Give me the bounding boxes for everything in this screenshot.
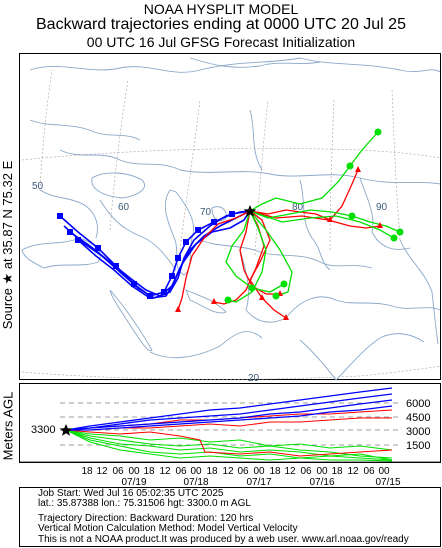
- lat-label: 20: [248, 373, 260, 384]
- border-5: [285, 296, 441, 319]
- svg-text:18: 18: [331, 466, 343, 477]
- lon-label: 50: [32, 181, 44, 192]
- svg-text:07/18: 07/18: [183, 477, 208, 488]
- source-star: [243, 205, 257, 217]
- hour-tick-labels: 18 12 06 00 18 12 06 00 18 12 06 00 18 1…: [81, 466, 390, 477]
- caspian-sea: [164, 189, 194, 276]
- svg-text:07/15: 07/15: [375, 477, 400, 488]
- persian-gulf: [185, 289, 227, 314]
- footer-direction: Trajectory Direction: Backward Duration:…: [38, 513, 254, 524]
- svg-text:12: 12: [159, 466, 171, 477]
- svg-text:12: 12: [222, 466, 234, 477]
- border-11: [249, 109, 263, 171]
- svg-text:06: 06: [175, 466, 187, 477]
- svg-text:06: 06: [300, 466, 312, 477]
- svg-text:1500: 1500: [406, 440, 430, 452]
- svg-text:06: 06: [112, 466, 124, 477]
- svg-text:12: 12: [284, 466, 296, 477]
- date-tick-labels: 07/19 07/18 07/17 07/16 07/15: [121, 477, 400, 488]
- trajectories-red: [177, 169, 381, 319]
- svg-text:18: 18: [143, 466, 155, 477]
- red-sea: [109, 289, 153, 352]
- lon-label: 80: [292, 202, 304, 213]
- svg-text:00: 00: [190, 466, 202, 477]
- border-6: [99, 199, 177, 271]
- svg-text:00: 00: [253, 466, 265, 477]
- lon-label: 70: [200, 207, 212, 218]
- footer-disclaimer: This is not a NOAA product.It was produc…: [38, 534, 409, 545]
- border-4: [239, 249, 287, 323]
- border-8: [299, 179, 331, 271]
- india-coast: [299, 333, 425, 381]
- vertical-profile-blue: [65, 387, 393, 431]
- black-sea: [91, 172, 145, 199]
- trajectory-title: Backward trajectories ending at 0000 UTC…: [36, 16, 406, 33]
- svg-text:07/16: 07/16: [309, 477, 334, 488]
- footer-frame: [19, 487, 441, 547]
- height-tick-labels: 6000 4500 3000 1500 3300: [31, 398, 430, 452]
- border-2: [179, 169, 441, 185]
- svg-text:4500: 4500: [406, 412, 430, 424]
- svg-text:18: 18: [206, 466, 218, 477]
- svg-text:06: 06: [237, 466, 249, 477]
- trajectory-markers: [57, 128, 404, 320]
- svg-text:00: 00: [128, 466, 140, 477]
- svg-text:12: 12: [96, 466, 108, 477]
- map-graticule: [21, 69, 441, 380]
- svg-text:18: 18: [269, 466, 281, 477]
- trajectories-blue: [59, 210, 251, 299]
- mediterranean: [21, 237, 101, 269]
- svg-text:6000: 6000: [406, 398, 430, 410]
- svg-text:06: 06: [363, 466, 375, 477]
- forecast-subtitle: 00 UTC 16 Jul GFSG Forecast Initializati…: [86, 34, 356, 50]
- source-height-label: 3300: [31, 424, 55, 436]
- aral-sea: [211, 206, 227, 222]
- lon-label: 90: [376, 202, 388, 213]
- border-9: [359, 177, 411, 250]
- vertical-source-star: [59, 424, 73, 436]
- border-1: [59, 149, 181, 171]
- arabian-coast: [149, 331, 263, 359]
- footer-location: lat.: 35.87388 lon.: 75.31506 hgt: 3300.…: [38, 498, 251, 509]
- map-geography: [21, 57, 441, 381]
- svg-text:3000: 3000: [406, 426, 430, 438]
- border-12: [399, 239, 439, 345]
- svg-text:07/19: 07/19: [121, 477, 146, 488]
- coastline-arctic: [189, 57, 321, 68]
- svg-text:00: 00: [316, 466, 328, 477]
- vertical-profile-green: [65, 429, 393, 462]
- vertical-panel-frame: [19, 383, 441, 463]
- svg-text:07/17: 07/17: [246, 477, 271, 488]
- map-graticule-labels: 50 60 70 80 90 20: [32, 181, 388, 384]
- footer-job-start: Job Start: Wed Jul 16 05:02:35 UTC 2025: [38, 488, 224, 499]
- svg-text:00: 00: [378, 466, 390, 477]
- border-10: [29, 119, 141, 141]
- model-title: NOAA HYSPLIT MODEL: [143, 1, 299, 17]
- svg-text:18: 18: [81, 466, 93, 477]
- footer-vertical-method: Vertical Motion Calculation Method: Mode…: [38, 523, 298, 534]
- border-7: [39, 189, 98, 239]
- coastline-north: [29, 57, 441, 73]
- border-3: [199, 239, 373, 269]
- lon-label: 60: [118, 202, 130, 213]
- svg-text:12: 12: [347, 466, 359, 477]
